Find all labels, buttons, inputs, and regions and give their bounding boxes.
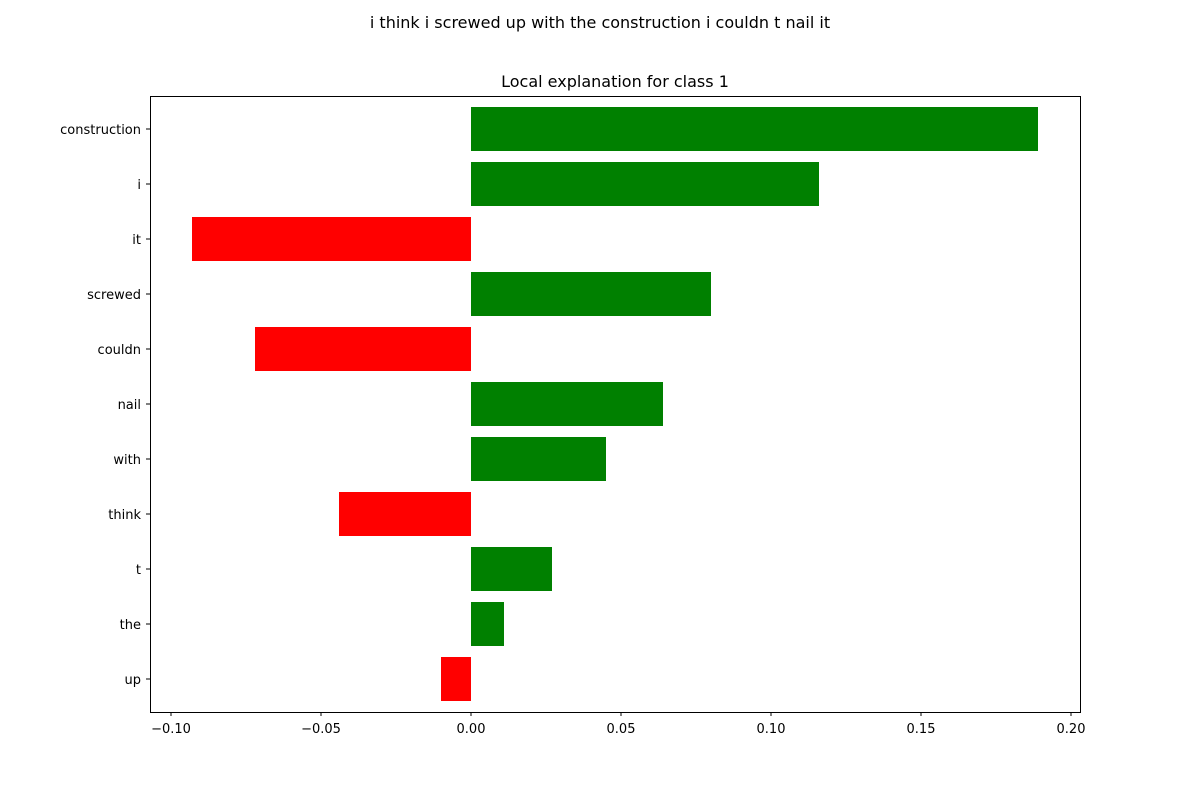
y-tick-label: with xyxy=(113,453,141,468)
bar-think xyxy=(339,492,471,536)
y-tick-label: couldn xyxy=(98,343,141,358)
x-tick-label: 0.15 xyxy=(907,722,936,737)
y-tick-label: i xyxy=(137,178,141,193)
figure-title: i think i screwed up with the constructi… xyxy=(369,13,831,32)
bar-it xyxy=(192,217,471,261)
y-tick-label: t xyxy=(136,563,141,578)
y-axis-ticks: construction i it screwed couldn nail with thin… xyxy=(60,123,150,688)
bar-nail xyxy=(471,382,663,426)
bar-couldn xyxy=(255,327,471,371)
y-tick-label: nail xyxy=(118,398,141,413)
y-tick-label: up xyxy=(125,673,142,688)
y-tick-label: construction xyxy=(60,123,141,138)
x-tick-label: 0.10 xyxy=(757,722,786,737)
bar-the xyxy=(471,602,504,646)
bar-i xyxy=(471,162,819,206)
bars-group xyxy=(192,107,1038,701)
y-tick-label: the xyxy=(120,618,141,633)
y-tick-label: think xyxy=(108,508,141,523)
x-tick-label: 0.05 xyxy=(607,722,636,737)
x-axis-ticks: −0.10 −0.05 0.00 0.05 0.10 0.15 0.20 xyxy=(151,712,1085,737)
bar-up xyxy=(441,657,471,701)
bar-construction xyxy=(471,107,1038,151)
axes-frame xyxy=(150,96,1081,713)
x-tick-label: −0.05 xyxy=(301,722,341,737)
x-tick-label: −0.10 xyxy=(151,722,191,737)
x-tick-label: 0.00 xyxy=(457,722,486,737)
y-tick-label: it xyxy=(132,233,141,248)
bar-screwed xyxy=(471,272,711,316)
y-tick-label: screwed xyxy=(87,288,141,303)
chart-title: Local explanation for class 1 xyxy=(501,72,729,91)
bar-t xyxy=(471,547,552,591)
bar-with xyxy=(471,437,606,481)
x-tick-label: 0.20 xyxy=(1057,722,1086,737)
